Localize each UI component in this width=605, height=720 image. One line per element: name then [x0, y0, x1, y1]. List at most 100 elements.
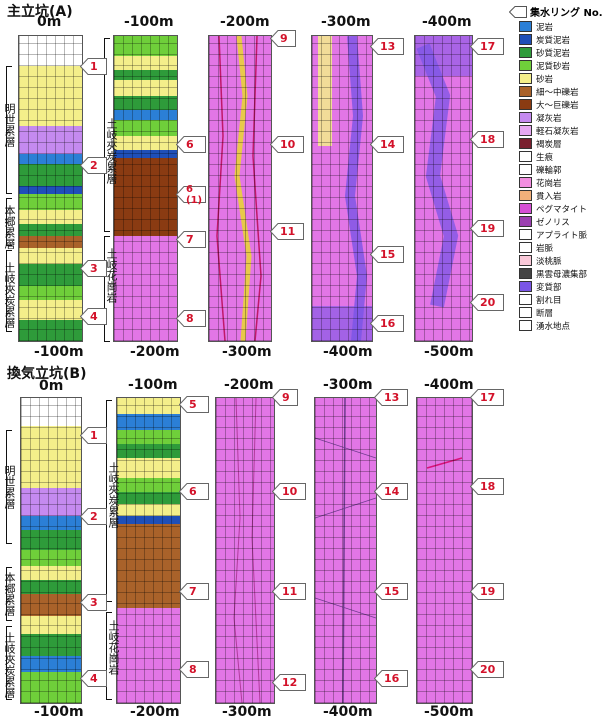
ring-marker: 18: [470, 478, 504, 495]
legend-label: 軽石凝灰岩: [536, 126, 579, 137]
legend-label: 淡桃脈: [536, 256, 562, 267]
strata-label: 明世累層: [3, 103, 16, 147]
log-column-a-400-500: [414, 35, 473, 342]
legend-label: 炭質泥岩: [536, 35, 571, 46]
legend-label: 凝灰岩: [536, 113, 562, 124]
ring-number: 7: [189, 585, 197, 598]
ring-number: 19: [480, 222, 496, 235]
legend-item: ペグマタイト: [519, 202, 587, 215]
strata-label: 本郷累層: [3, 572, 16, 616]
legend-item: アプライト脈: [519, 228, 587, 241]
legend-item: 湧水地点: [519, 319, 570, 332]
ring-marker: 17: [470, 38, 504, 55]
section-b-title: 換気立坑(B): [7, 366, 87, 382]
depth-label: -400m: [323, 704, 373, 720]
ring-marker: 11: [272, 583, 306, 600]
depth-label: 0m: [39, 378, 64, 394]
legend-item: 砂岩: [519, 72, 553, 85]
ring-marker: 17: [470, 389, 504, 406]
ring-marker: 15: [374, 583, 408, 600]
legend-item: 断層: [519, 306, 553, 319]
ring-number: 16: [380, 317, 396, 330]
legend-swatch: [519, 307, 532, 318]
ring-marker: 1: [80, 58, 107, 75]
ring-marker: 10: [270, 136, 304, 153]
strata-label: 明世累層: [3, 465, 16, 509]
ring-number: 15: [380, 248, 396, 261]
ring-number: 18: [480, 133, 496, 146]
legend-swatch: [519, 112, 532, 123]
legend-swatch: [519, 138, 532, 149]
legend-swatch: [519, 281, 532, 292]
depth-label: -300m: [222, 704, 272, 720]
legend-item: 泥岩: [519, 20, 553, 33]
legend-header: 集水リング No.: [509, 4, 603, 19]
depth-label: -400m: [424, 377, 474, 393]
log-column-b-100-200: [116, 397, 181, 704]
ring-marker: 4: [80, 670, 107, 687]
legend-swatch: [519, 268, 532, 279]
ring-number: 10: [280, 138, 296, 151]
ring-marker: 7: [179, 583, 209, 600]
ring-marker: 1: [80, 427, 107, 444]
legend-swatch: [519, 86, 532, 97]
legend-item: 岩脈: [519, 241, 553, 254]
ring-number: 3: [90, 262, 98, 275]
ring-number: 11: [280, 225, 296, 238]
legend-swatch: [519, 99, 532, 110]
depth-label: -300m: [323, 377, 373, 393]
strata-bracket: [106, 400, 112, 602]
strata-bracket: [6, 567, 12, 621]
strata-label: 土岐夾炭累層: [3, 262, 16, 328]
strata-label: 土岐花崗岩: [107, 620, 120, 675]
log-column-b-400-500: [416, 397, 473, 704]
legend-swatch: [519, 216, 532, 227]
strata-bracket: [106, 612, 112, 700]
ring-marker: 10: [272, 483, 306, 500]
depth-label: -100m: [124, 14, 174, 30]
depth-label: -200m: [130, 704, 180, 720]
ring-marker: 4: [80, 308, 107, 325]
ring-marker: 20: [470, 661, 504, 678]
depth-label: -100m: [128, 377, 178, 393]
ring-number: 2: [90, 159, 98, 172]
legend-label: 花崗岩: [536, 178, 562, 189]
ring-marker: 16: [374, 670, 408, 687]
legend-item: 花崗岩: [519, 176, 562, 189]
ring-marker-icon: [509, 5, 527, 18]
ring-number: 18: [480, 480, 496, 493]
legend-swatch: [519, 47, 532, 58]
legend-label: ゼノリス: [536, 217, 570, 228]
ring-number: 13: [380, 40, 396, 53]
strata-bracket: [6, 430, 12, 544]
ring-number: 14: [380, 138, 396, 151]
legend-swatch: [519, 190, 532, 201]
legend-header-label: 集水リング No.: [530, 8, 603, 19]
depth-label: -100m: [34, 344, 84, 360]
legend-swatch: [519, 34, 532, 45]
legend-label: 砂岩: [536, 74, 554, 85]
legend-label: 礫輪郭: [536, 165, 562, 176]
depth-label: -200m: [130, 344, 180, 360]
ring-number: 11: [282, 585, 298, 598]
strata-bracket: [6, 66, 12, 194]
ring-number: 1: [90, 429, 98, 442]
legend-label: 岩脈: [536, 243, 554, 254]
ring-marker: 3: [80, 594, 107, 611]
legend-swatch: [519, 255, 532, 266]
ring-marker: 12: [272, 674, 306, 691]
ring-marker: 6 (1): [176, 184, 206, 206]
legend-item: 泥質砂岩: [519, 59, 570, 72]
log-column-a-100-200: [113, 35, 178, 342]
strata-bracket: [104, 236, 110, 342]
ring-marker: 11: [270, 223, 304, 240]
ring-number: 20: [480, 296, 496, 309]
legend-label: 砂質泥岩: [536, 48, 571, 59]
legend-swatch: [519, 229, 532, 240]
depth-label: -200m: [220, 14, 270, 30]
log-column-a-300-400: [311, 35, 373, 342]
ring-marker: 18: [470, 131, 504, 148]
legend-label: アプライト脈: [536, 230, 588, 241]
ring-number: 8: [186, 312, 194, 325]
ring-number: 3: [90, 596, 98, 609]
